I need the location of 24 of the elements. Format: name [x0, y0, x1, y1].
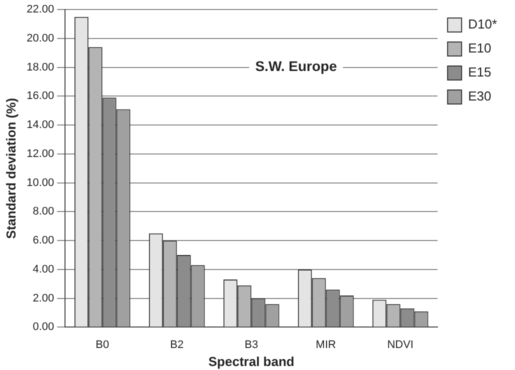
y-axis-title: Standard deviation (%): [3, 98, 18, 239]
y-tick-label: 22.00: [26, 4, 54, 16]
x-tick-label: B0: [96, 338, 110, 351]
x-axis-title: Spectral band: [208, 354, 294, 369]
legend-label: E10: [468, 40, 492, 56]
x-tick-label: B3: [244, 338, 258, 351]
y-tick-label: 2.00: [32, 292, 54, 304]
y-tick-label: 0.00: [32, 321, 54, 334]
y-tick-label: 8.00: [32, 206, 54, 218]
x-tick-label: B2: [170, 338, 184, 351]
legend-label: D10*: [468, 16, 498, 32]
y-tick-label: 18.00: [26, 61, 54, 74]
annotation: S.W. Europe: [255, 58, 338, 74]
y-tick-label: 4.00: [32, 263, 54, 276]
y-tick-label: 20.00: [26, 32, 54, 45]
x-tick-label: MIR: [316, 338, 336, 351]
legend-label: E30: [468, 88, 492, 104]
y-tick-label: 14.00: [26, 119, 54, 132]
y-tick-label: 6.00: [32, 234, 54, 247]
y-tick-label: 10.00: [26, 176, 54, 189]
x-tick-label: NDVI: [387, 338, 414, 351]
legend-label: E15: [468, 64, 492, 80]
y-tick-label: 12.00: [26, 148, 54, 160]
y-tick-label: 16.00: [26, 90, 54, 102]
